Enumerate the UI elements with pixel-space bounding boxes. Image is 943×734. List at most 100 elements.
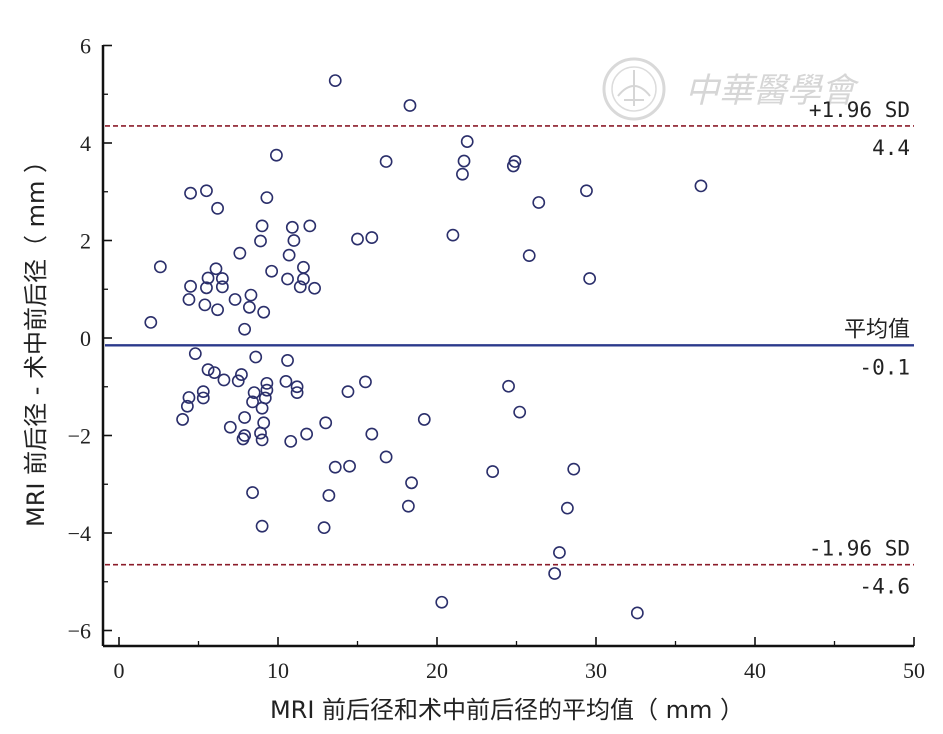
reference-value-upper_loa: 4.4 [872, 136, 910, 160]
data-point [317, 521, 331, 535]
x-tick-label: 50 [903, 658, 925, 683]
data-point [255, 219, 269, 233]
data-point [281, 272, 294, 286]
plot-area: 0 10 20 30 40 50 −6 −4 −2 0 2 4 6 +1.96 SD 4.4 平均值 -0.1 -… [68, 34, 925, 684]
y-tick-label: −4 [68, 521, 91, 546]
data-point [231, 374, 245, 388]
data-point [560, 501, 574, 515]
data-point [580, 184, 593, 198]
data-point [246, 395, 259, 409]
data-point [379, 155, 393, 168]
reference-value-mean: -0.1 [859, 355, 910, 379]
reference-label-lower_loa: -1.96 SD [809, 537, 910, 561]
data-point [405, 476, 418, 490]
watermark: 中華醫學會 [602, 57, 860, 121]
data-point [365, 231, 379, 244]
y-tick-label: −2 [68, 424, 91, 449]
data-point [144, 315, 158, 329]
data-point [255, 519, 269, 533]
data-point [401, 499, 415, 513]
data-point [255, 401, 269, 415]
data-point [513, 405, 527, 419]
data-point [182, 391, 196, 404]
data-point [532, 196, 546, 209]
data-point [548, 567, 562, 580]
data-point [196, 385, 210, 399]
data-point [228, 293, 242, 306]
data-point [328, 74, 342, 87]
data-point [694, 179, 708, 193]
data-point [196, 391, 210, 405]
x-tick-label: 0 [114, 658, 125, 683]
data-point [297, 272, 310, 286]
data-point [242, 300, 256, 314]
data-point [260, 376, 274, 390]
data-point [583, 272, 597, 285]
data-point [215, 272, 229, 285]
data-point [502, 379, 515, 393]
data-point [287, 234, 301, 247]
data-point [254, 426, 267, 440]
data-point [630, 606, 644, 620]
data-point [257, 305, 271, 319]
reference-value-lower_loa: -4.6 [859, 575, 910, 599]
data-point [184, 186, 197, 200]
data-point [207, 366, 221, 380]
data-point [403, 99, 417, 112]
data-point [341, 385, 355, 399]
x-tick-label: 10 [267, 658, 289, 683]
data-point [238, 322, 252, 336]
data-point [417, 413, 431, 426]
data-point [184, 279, 197, 293]
data-point [435, 595, 449, 609]
data-point [201, 271, 215, 285]
data-point [153, 260, 167, 274]
y-axis-title: MRI 前后径 - 术中前后径（ mm ） [22, 149, 50, 527]
data-point [211, 303, 224, 317]
watermark-seal-icon [602, 57, 666, 121]
data-point [457, 154, 471, 168]
watermark-text: 中華醫學會 [685, 71, 860, 111]
data-point [249, 350, 263, 364]
data-point [553, 546, 566, 559]
data-point [359, 375, 372, 389]
data-point [328, 460, 342, 474]
data-point [244, 288, 258, 302]
data-point [182, 293, 196, 306]
data-point [351, 232, 364, 246]
data-point [281, 354, 294, 367]
data-point [567, 462, 581, 476]
data-point [238, 411, 252, 424]
data-point [236, 432, 250, 446]
reference-label-mean: 平均值 [844, 317, 910, 342]
data-point [279, 374, 293, 388]
data-point [247, 386, 261, 399]
data-point [223, 420, 237, 434]
data-point [209, 262, 223, 276]
data-point [254, 234, 267, 248]
y-tick-label: 0 [80, 326, 91, 351]
data-point [211, 201, 224, 215]
data-point [217, 373, 231, 387]
data-point [284, 434, 298, 448]
x-tick-label: 20 [426, 658, 448, 683]
data-point [308, 281, 321, 295]
data-point [180, 399, 194, 413]
data-point [297, 260, 310, 274]
data-point [343, 459, 356, 473]
data-point [379, 450, 393, 464]
data-point [486, 465, 500, 478]
data-point [319, 416, 333, 430]
data-point [233, 246, 247, 260]
x-tick-label: 40 [744, 658, 766, 683]
data-point [290, 380, 304, 394]
data-point [365, 427, 379, 441]
data-point [300, 427, 314, 441]
y-tick-label: 2 [80, 229, 91, 254]
data-point [270, 148, 283, 162]
data-point [290, 386, 304, 399]
data-point [188, 347, 202, 360]
data-point [255, 433, 269, 447]
data-point [176, 413, 189, 426]
